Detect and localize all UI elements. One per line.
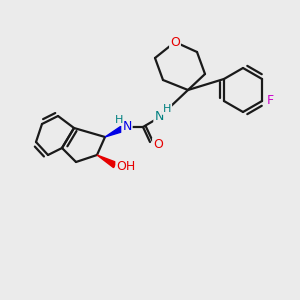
Text: N: N — [154, 110, 164, 122]
Polygon shape — [105, 124, 128, 137]
Text: H: H — [163, 104, 171, 114]
Text: H: H — [115, 115, 123, 125]
Text: O: O — [153, 139, 163, 152]
Text: O: O — [170, 35, 180, 49]
Polygon shape — [97, 155, 116, 168]
Text: F: F — [266, 94, 274, 107]
Text: N: N — [122, 121, 132, 134]
Text: OH: OH — [116, 160, 136, 173]
